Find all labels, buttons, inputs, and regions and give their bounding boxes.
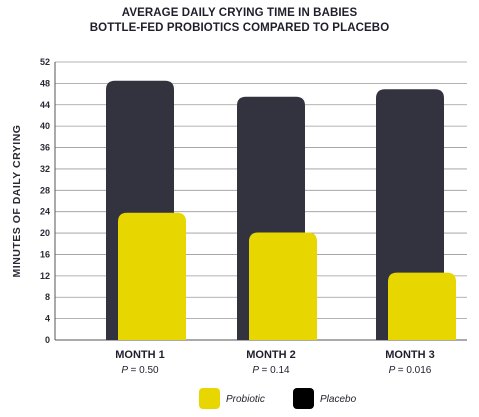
bars: [106, 80, 456, 340]
legend: Probiotic Placebo: [199, 388, 357, 409]
y-tick-label: 52: [40, 57, 50, 67]
probiotic-bar: [388, 272, 456, 340]
y-tick-label: 32: [40, 164, 50, 174]
p-value-label: P = 0.14: [252, 365, 290, 376]
probiotic-bar: [249, 232, 317, 340]
p-value-label: P = 0.016: [389, 365, 432, 376]
y-tick-label: 48: [40, 78, 50, 88]
legend-label: Placebo: [320, 394, 357, 405]
y-axis-label: MINUTES OF DAILY CRYING: [11, 125, 23, 278]
p-value-label: P = 0.50: [121, 365, 159, 376]
y-tick-label: 20: [40, 228, 50, 238]
probiotic-bar: [118, 212, 186, 340]
x-category-label: MONTH 1: [115, 349, 165, 361]
chart-subtitle: BOTTLE-FED PROBIOTICS COMPARED TO PLACEB…: [89, 22, 390, 34]
x-category-label: MONTH 3: [385, 349, 435, 361]
y-tick-label: 28: [40, 185, 50, 195]
y-tick-label: 12: [40, 271, 50, 281]
y-tick-label: 40: [40, 121, 50, 131]
y-tick-label: 4: [45, 314, 50, 324]
y-tick-label: 0: [45, 335, 50, 345]
chart-title: AVERAGE DAILY CRYING TIME IN BABIES: [121, 7, 358, 19]
legend-swatch: [293, 388, 314, 409]
y-tick-label: 16: [40, 249, 50, 259]
x-category-label: MONTH 2: [246, 349, 296, 361]
y-tick-label: 44: [40, 100, 50, 110]
y-tick-label: 24: [40, 207, 50, 217]
y-tick-label: 8: [45, 292, 50, 302]
legend-label: Probiotic: [226, 394, 265, 405]
y-tick-label: 36: [40, 143, 50, 153]
legend-swatch: [199, 388, 220, 409]
x-axis: MONTH 1 P = 0.50 MONTH 2 P = 0.14 MONTH 3 P =…: [115, 349, 435, 376]
